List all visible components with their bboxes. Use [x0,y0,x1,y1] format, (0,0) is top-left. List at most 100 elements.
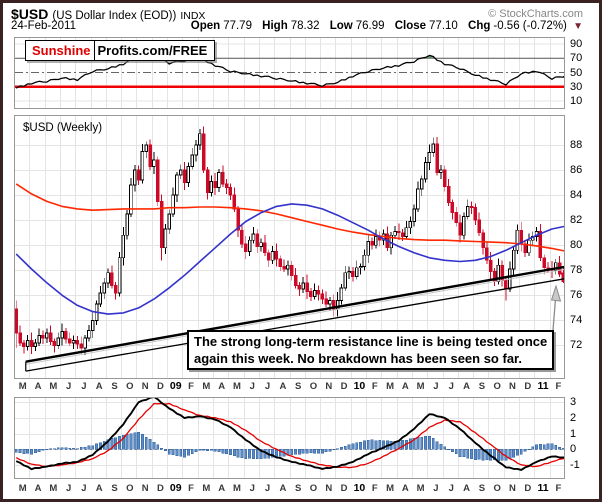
month-axis-label: O [309,381,318,392]
month-axis-label: J [81,381,87,392]
month-axis-label: D [524,483,532,494]
month-axis-label: O [126,381,134,392]
month-axis-label: S [111,381,118,392]
month-axis-label: M [386,381,394,392]
month-axis-label: J [249,381,255,392]
month-axis-label: F [371,381,378,392]
quote-low-label: Low [329,20,353,32]
month-axis-label: S [478,381,486,392]
quote-close-value: 77.10 [429,20,458,32]
macd-panel [14,397,565,479]
price-panel-title: $USD (Weekly) [23,122,103,134]
month-axis-year-label: 11 [537,482,549,494]
month-axis-label: A [463,483,470,494]
quote-high-label: High [262,20,288,32]
macd-axis-tick: 1 [570,428,577,440]
rsi-axis-tick: 50 [570,67,583,79]
month-axis-label: O [493,381,501,392]
exchange-label: INDX [180,10,206,22]
month-axis-label: J [448,483,454,494]
price-axis-tick: 84 [570,189,583,201]
month-axis-label: J [264,483,271,494]
month-axis-label: M [18,381,27,392]
month-axis-label: F [188,381,194,392]
symbol: $USD [11,6,49,22]
month-axis-label: N [141,483,149,494]
price-axis-tick: 88 [570,139,583,151]
price-axis-tick: 74 [570,314,583,326]
month-axis-year-label: 09 [169,380,182,392]
month-axis-label: J [433,381,439,392]
month-axis-label: N [325,483,333,494]
month-axis-label: F [555,483,562,494]
month-axis-label: D [524,381,532,392]
month-axis-label: D [157,483,164,494]
month-axis-price: M A M J J A S O N D 09 F M A M J J A S O N D 10 F M A M J J A S O N D 11 F [14,380,565,393]
brand-profits: Profits.com/FREE [97,43,208,58]
month-axis-label: O [126,483,134,494]
quote-high-value: 78.32 [290,20,320,32]
month-axis-label: A [218,381,226,392]
month-axis-label: J [65,483,72,494]
quote-close-label: Close [394,20,427,32]
month-axis-label: N [325,381,333,392]
quote-change-label: Chg [468,20,491,32]
rsi-axis-tick: 10 [570,95,583,107]
price-axis-tick: 72 [570,339,583,351]
quote-line: Open 77.79 High 78.32 Low 76.99 Close 77.10 … [184,20,583,32]
month-axis-label: N [509,483,516,494]
copyright: © StockCharts.com [488,8,583,20]
month-axis-label: A [218,483,226,494]
quote-open-label: Open [190,20,221,32]
month-axis-label: O [493,483,501,494]
month-axis-label: A [95,381,103,392]
macd-axis-tick: 2 [570,412,577,424]
month-axis-label: J [249,483,255,494]
sunshine-profits-watermark: Sunshine Profits.com/FREE [25,40,216,61]
month-axis-label: M [18,483,27,494]
header-row-2: 24-Feb-2011 Open 77.79 High 78.32 Low 76.99… [11,20,593,34]
month-axis-label: S [111,483,118,494]
price-axis-tick: 76 [570,289,583,301]
price-axis-tick: 78 [570,264,583,276]
quote-open-value: 77.79 [223,20,252,32]
month-axis-label: J [65,381,72,392]
month-axis-label: F [555,381,562,392]
month-axis-label: M [202,381,211,392]
change-down-triangle-icon: ▼ [573,21,583,32]
rsi-axis-tick: 70 [570,52,583,64]
month-axis-label: A [34,381,42,392]
month-axis-label: A [95,483,103,494]
month-axis-label: D [157,381,164,392]
macd-axis-tick: -1 [570,459,580,471]
month-axis-year-label: 09 [169,482,182,494]
month-axis-year-label: 10 [353,380,366,392]
header-row-1: $USD (US Dollar Index (EOD)) INDX © StockC… [11,6,593,22]
month-axis-label: S [295,483,302,494]
month-axis-label: N [509,381,516,392]
month-axis-label: J [264,381,271,392]
month-axis-label: J [448,381,454,392]
right-axis-labels: 90 70 50 30 10 88 86 84 82 80 78 76 74 72 3 2 1 0 -1 [568,3,599,499]
macd-axis-tick: 0 [570,443,577,455]
month-axis-label: M [386,483,394,494]
month-axis-label: M [233,381,241,392]
annotation-box: The strong long-term resistance line is … [187,330,555,371]
quote-date: 24-Feb-2011 [11,20,76,32]
month-axis-label: A [463,381,470,392]
price-axis-tick: 86 [570,164,583,176]
month-axis-year-label: 10 [353,482,366,494]
quote-change-value: -0.56 (-0.72%) [493,20,567,32]
rsi-panel [14,37,565,109]
month-axis-label: M [49,381,58,392]
month-axis-year-label: 11 [537,380,549,392]
price-axis-tick: 82 [570,214,583,226]
month-axis-label: J [81,483,87,494]
month-axis-label: M [416,381,425,392]
month-axis-macd: M A M J J A S O N D 09 F M A M J J A S O N D 10 F M A M J J A S O N D 11 F [14,482,565,495]
rsi-axis-tick: 90 [570,38,583,50]
annotation-line-2: again this week. No breakdown has been s… [194,351,522,367]
month-axis-label: F [371,483,378,494]
month-axis-label: M [49,483,58,494]
